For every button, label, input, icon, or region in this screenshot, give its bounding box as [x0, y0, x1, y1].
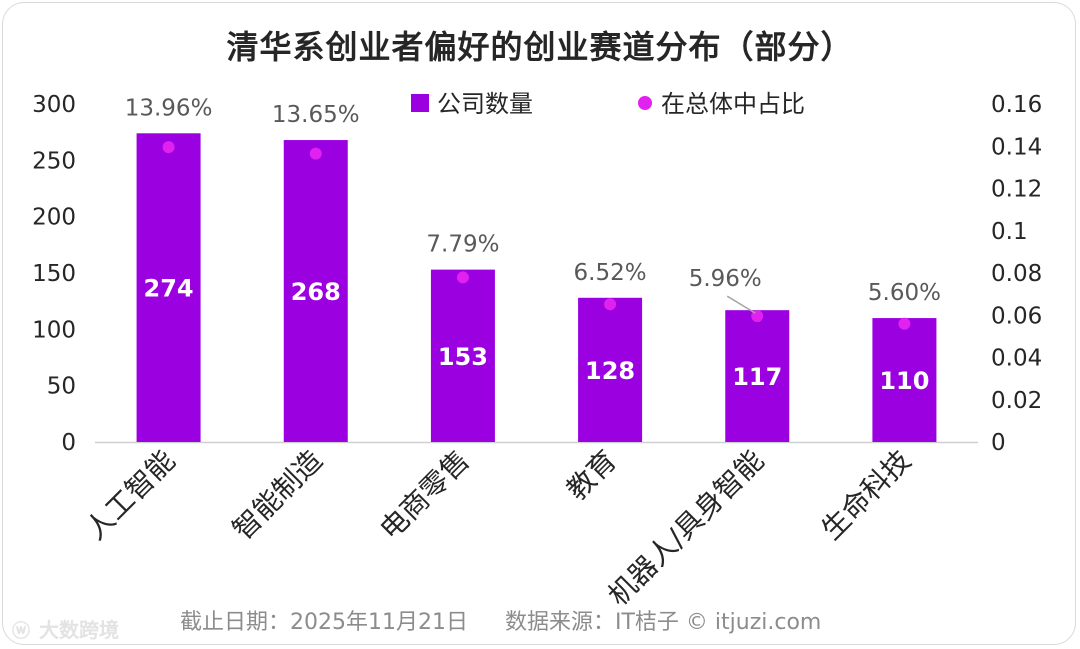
right-axis-tick: 0.02 — [991, 388, 1042, 414]
share-leader-line — [726, 295, 756, 314]
legend-bar-label: 公司数量 — [437, 90, 533, 118]
category-label: 教育 — [560, 444, 623, 507]
category-label: 智能制造 — [226, 444, 329, 547]
category-label: 电商零售 — [373, 444, 476, 547]
share-marker — [898, 317, 911, 330]
right-axis-tick: 0.16 — [991, 92, 1042, 118]
left-axis-tick: 200 — [32, 205, 76, 231]
bar-value-label: 274 — [144, 275, 194, 303]
watermark-text: 大数跨境 — [38, 618, 119, 642]
share-value-label: 7.79% — [426, 232, 499, 258]
right-axis-tick: 0.04 — [991, 346, 1042, 372]
category-label: 人工智能 — [79, 444, 182, 547]
share-value-label: 6.52% — [574, 260, 647, 286]
footer-date: 截止日期：2025年11月21日 — [180, 610, 468, 635]
footer: 截止日期：2025年11月21日 数据来源：IT桔子 © itjuzi.com — [180, 604, 821, 636]
chart-title: 清华系创业者偏好的创业赛道分布（部分） — [226, 28, 854, 66]
bar-value-label: 117 — [732, 363, 782, 391]
right-axis-tick: 0.06 — [991, 303, 1042, 329]
category-label: 机器人/具身智能 — [602, 444, 771, 613]
legend-marker-label: 在总体中占比 — [661, 90, 805, 118]
share-marker — [604, 298, 617, 311]
bar-value-label: 128 — [585, 357, 635, 385]
right-axis-tick: 0.08 — [991, 261, 1042, 287]
bar — [136, 133, 201, 442]
weibo-icon: ⓦ — [12, 621, 30, 642]
bar-value-label: 268 — [291, 278, 341, 306]
share-marker — [162, 141, 175, 154]
watermark: ⓦ 大数跨境 — [12, 614, 119, 643]
share-value-label: 5.96% — [689, 266, 762, 292]
legend-bar-swatch — [411, 94, 429, 112]
left-axis-tick: 100 — [32, 317, 76, 343]
right-axis-tick: 0 — [991, 430, 1006, 456]
footer-source: 数据来源：IT桔子 © itjuzi.com — [504, 610, 822, 635]
left-axis-tick: 50 — [47, 374, 76, 400]
share-value-label: 5.60% — [868, 280, 941, 306]
left-axis-tick: 250 — [32, 148, 76, 174]
share-value-label: 13.96% — [125, 95, 213, 121]
right-axis-tick: 0.1 — [991, 219, 1028, 245]
bar — [430, 269, 495, 442]
right-axis-tick: 0.12 — [991, 177, 1042, 203]
share-value-label: 13.65% — [272, 102, 360, 128]
bar-value-label: 110 — [879, 367, 929, 395]
bar — [578, 297, 643, 442]
legend-marker-swatch — [638, 96, 652, 110]
right-axis-tick: 0.14 — [991, 134, 1042, 160]
bar — [872, 318, 937, 442]
bar — [283, 140, 348, 442]
share-marker — [309, 147, 322, 160]
left-axis-tick: 0 — [61, 430, 76, 456]
left-axis-tick: 300 — [32, 92, 76, 118]
left-axis-tick: 150 — [32, 261, 76, 287]
bar-value-label: 153 — [438, 343, 488, 371]
category-label: 生命科技 — [815, 444, 918, 547]
bar — [725, 310, 790, 442]
share-marker — [456, 271, 469, 284]
